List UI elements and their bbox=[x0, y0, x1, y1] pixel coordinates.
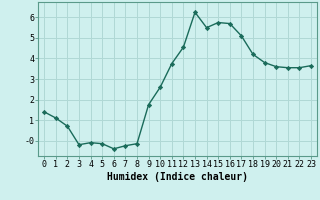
X-axis label: Humidex (Indice chaleur): Humidex (Indice chaleur) bbox=[107, 172, 248, 182]
